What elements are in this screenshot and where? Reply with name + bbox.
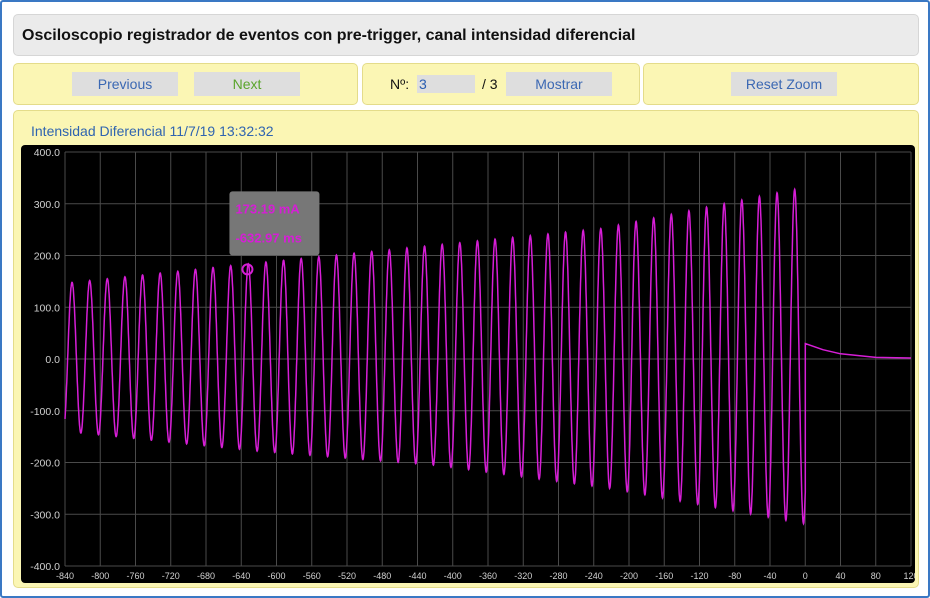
highlight-point-marker (241, 263, 254, 276)
x-tick-label: -840 (56, 571, 74, 581)
y-tick-label: -100.0 (30, 406, 60, 418)
x-tick-label: -760 (126, 571, 144, 581)
chart-panel: Intensidad Diferencial 11/7/19 13:32:32 … (13, 110, 919, 588)
record-number-label: Nº: (390, 76, 410, 92)
x-tick-label: -480 (373, 571, 391, 581)
x-tick-label: -240 (585, 571, 603, 581)
x-tick-label: -160 (655, 571, 673, 581)
x-tick-label: 0 (803, 571, 808, 581)
next-button[interactable]: Next (194, 72, 300, 96)
x-tick-label: -280 (549, 571, 567, 581)
x-tick-label: -560 (303, 571, 321, 581)
y-tick-label: 100.0 (34, 302, 60, 314)
y-tick-label: -200.0 (30, 458, 60, 470)
title-bar: Osciloscopio registrador de eventos con … (13, 14, 919, 56)
y-tick-label: -300.0 (30, 509, 60, 521)
zoom-panel: Reset Zoom (643, 63, 919, 105)
x-tick-label: -640 (232, 571, 250, 581)
y-tick-label: 300.0 (34, 199, 60, 211)
page-title: Osciloscopio registrador de eventos con … (22, 27, 636, 44)
x-tick-label: -440 (408, 571, 426, 581)
y-tick-label: 200.0 (34, 251, 60, 263)
tooltip-background (229, 191, 320, 256)
tooltip-time-text: -632.97 ms (235, 230, 302, 245)
x-tick-label: 80 (871, 571, 881, 581)
x-tick-label: -720 (162, 571, 180, 581)
reset-zoom-button[interactable]: Reset Zoom (731, 72, 837, 96)
tooltip: 173.19 mA -632.97 ms (229, 191, 320, 256)
y-tick-label: 0.0 (45, 354, 60, 366)
tooltip-value-text: 173.19 mA (235, 201, 300, 216)
chart-title: Intensidad Diferencial 11/7/19 13:32:32 (31, 123, 274, 139)
y-tick-label: -400.0 (30, 561, 60, 573)
y-axis-ticks: 400.0 300.0 200.0 100.0 0.0 -100.0 -200.0 -300.… (30, 147, 60, 573)
previous-button[interactable]: Previous (72, 72, 178, 96)
intensity-trace-line (64, 187, 912, 526)
x-axis-ticks: -840 -800 -760 -720 -680 -640 -600 -560 -520 -480… (56, 571, 919, 581)
x-tick-label: -120 (690, 571, 708, 581)
record-number-input[interactable] (417, 75, 475, 93)
x-tick-label: -680 (197, 571, 215, 581)
x-tick-label: -40 (763, 571, 776, 581)
record-total-label: / 3 (482, 76, 498, 92)
show-button[interactable]: Mostrar (506, 72, 612, 96)
plot-area[interactable]: 400.0 300.0 200.0 100.0 0.0 -100.0 -200.0 -300.… (21, 145, 919, 583)
x-tick-label: -400 (444, 571, 462, 581)
y-tick-label: 400.0 (34, 147, 60, 159)
x-tick-label: 40 (835, 571, 845, 581)
x-tick-label: -200 (620, 571, 638, 581)
x-tick-label: -320 (514, 571, 532, 581)
x-tick-label: -600 (267, 571, 285, 581)
record-panel: Nº: / 3 Mostrar (362, 63, 640, 105)
x-tick-label: -360 (479, 571, 497, 581)
chart-svg[interactable]: 400.0 300.0 200.0 100.0 0.0 -100.0 -200.0 -300.… (21, 145, 919, 583)
navigation-panel: Previous Next (13, 63, 358, 105)
x-tick-label: -80 (728, 571, 741, 581)
x-tick-label: 120 (903, 571, 915, 581)
x-tick-label: -520 (338, 571, 356, 581)
x-tick-label: -800 (91, 571, 109, 581)
